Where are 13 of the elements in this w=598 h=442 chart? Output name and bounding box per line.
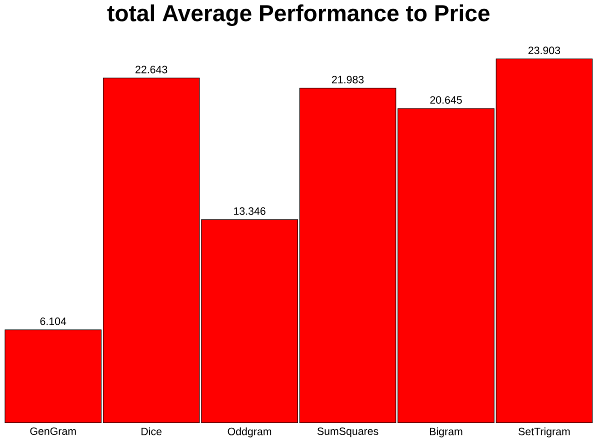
data-label: 22.643 — [136, 66, 168, 74]
data-label: 6.104 — [40, 318, 66, 326]
data-label: 21.983 — [332, 76, 364, 84]
data-label: 13.346 — [234, 207, 266, 215]
x-tick-label: GenGram — [30, 428, 76, 436]
x-tick-label: SetTrigram — [518, 428, 570, 438]
x-tick-label: Dice — [142, 428, 162, 436]
data-label: 20.645 — [430, 96, 462, 104]
x-tick-label: Oddgram — [228, 428, 272, 438]
data-label: 23.903 — [528, 46, 560, 54]
x-tick-label: SumSquares — [317, 428, 378, 438]
chart-title: total Average Performance to Price — [107, 4, 490, 26]
x-tick-label: Bigram — [430, 428, 462, 438]
